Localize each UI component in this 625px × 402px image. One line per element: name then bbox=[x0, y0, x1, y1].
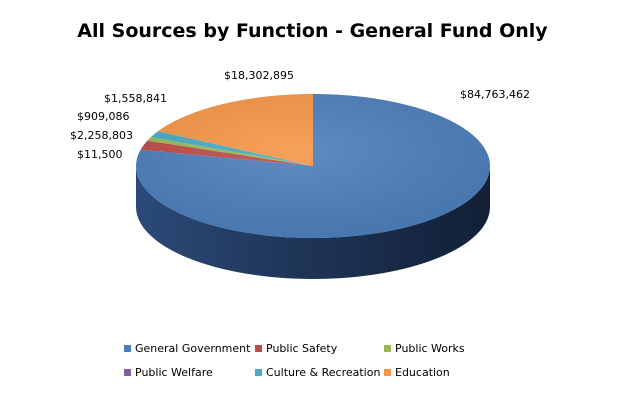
legend-swatch-public-safety bbox=[255, 345, 262, 352]
legend-label: Public Welfare bbox=[135, 366, 213, 379]
legend-item-public-welfare: Public Welfare bbox=[124, 366, 213, 379]
legend-swatch-culture-and-recreation bbox=[255, 369, 262, 376]
data-label-public-welfare: $11,500 bbox=[77, 148, 123, 161]
legend-label: Public Works bbox=[395, 342, 465, 355]
legend-swatch-general-government bbox=[124, 345, 131, 352]
legend-swatch-public-works bbox=[384, 345, 391, 352]
legend-label: General Government bbox=[135, 342, 251, 355]
legend-label: Public Safety bbox=[266, 342, 338, 355]
legend-item-general-government: General Government bbox=[124, 342, 250, 355]
data-label-culture-and-recreation: $1,558,841 bbox=[104, 92, 167, 105]
legend-swatch-education bbox=[384, 369, 391, 376]
pie-side-layer bbox=[136, 166, 490, 279]
pie-top-layer bbox=[136, 94, 491, 238]
legend-label: Education bbox=[395, 366, 450, 379]
legend-item-culture-and-recreation: Culture & Recreation bbox=[255, 366, 380, 379]
legend-swatch-public-welfare bbox=[124, 369, 131, 376]
data-label-public-safety: $2,258,803 bbox=[70, 129, 133, 142]
data-label-public-works: $909,086 bbox=[77, 110, 130, 123]
legend-item-public-works: Public Works bbox=[384, 342, 465, 355]
data-label-general-government: $84,763,462 bbox=[460, 88, 530, 101]
legend-label: Culture & Recreation bbox=[266, 366, 381, 379]
data-label-education: $18,302,895 bbox=[224, 69, 294, 82]
legend-item-public-safety: Public Safety bbox=[255, 342, 337, 355]
chart-title: All Sources by Function - General Fund O… bbox=[77, 20, 548, 42]
legend-item-education: Education bbox=[384, 366, 450, 379]
pie-side-general-government bbox=[136, 166, 490, 279]
